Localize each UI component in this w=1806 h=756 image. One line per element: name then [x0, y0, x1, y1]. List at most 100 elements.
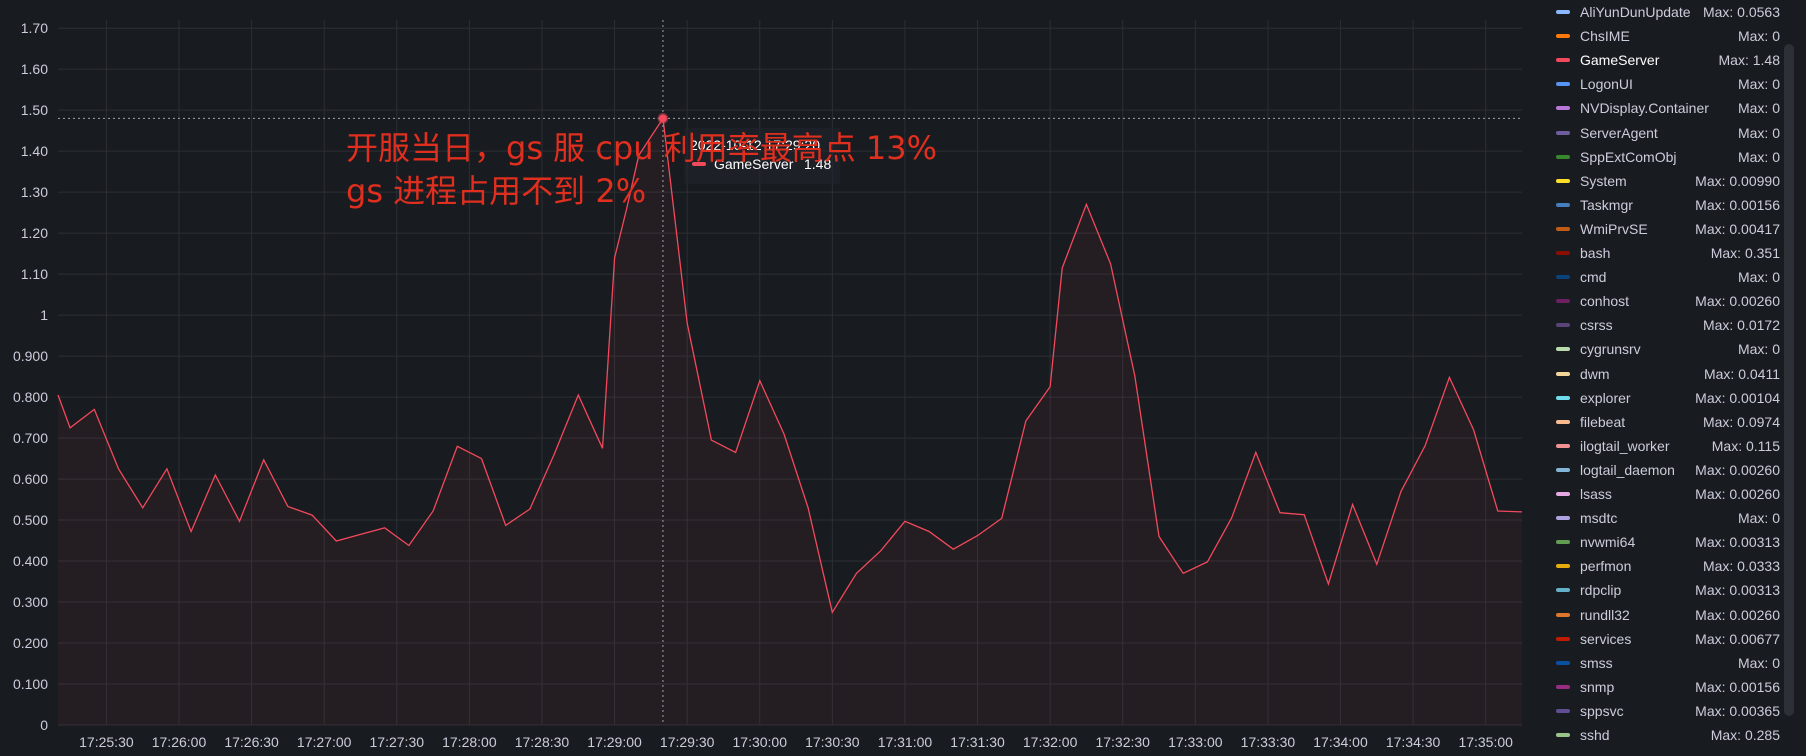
legend-item[interactable]: AliYunDunUpdate Max: 0.0563	[1556, 0, 1780, 24]
legend-series-name: NVDisplay.Container	[1580, 100, 1709, 117]
legend-item[interactable]: filebeat Max: 0.0974	[1556, 410, 1780, 434]
y-tick-label: 1.10	[21, 266, 48, 282]
legend-series-name: msdtc	[1580, 510, 1618, 527]
legend-series-name: smss	[1580, 654, 1613, 671]
legend-item[interactable]: rdpclip Max: 0.00313	[1556, 578, 1780, 602]
legend-item[interactable]: msdtc Max: 0	[1556, 506, 1780, 530]
legend-swatch	[1556, 202, 1570, 207]
grid	[58, 20, 1522, 726]
legend-series-name: services	[1580, 630, 1632, 647]
y-tick-label: 1.30	[21, 184, 48, 200]
legend-item[interactable]: rundll32 Max: 0.00260	[1556, 603, 1780, 627]
x-tick-label: 17:34:30	[1386, 734, 1441, 750]
series-fill	[58, 118, 1522, 725]
legend-swatch	[1556, 708, 1570, 713]
y-tick-label: 0.400	[13, 553, 48, 569]
legend-swatch	[1556, 226, 1570, 231]
legend-series-name: perfmon	[1580, 558, 1632, 575]
x-tick-label: 17:30:30	[805, 734, 860, 750]
series-line	[57, 116, 1523, 614]
tooltip-time: 2022-10-12 17:29:20	[690, 137, 820, 153]
legend-item[interactable]: WmiPrvSE Max: 0.00417	[1556, 217, 1780, 241]
legend-item[interactable]: ChsIME Max: 0	[1556, 24, 1780, 48]
legend-swatch	[1556, 106, 1570, 111]
y-tick-label: 0.800	[13, 389, 48, 405]
legend-series-max: Max: 0	[1737, 341, 1780, 358]
x-tick-label: 17:27:30	[370, 734, 425, 750]
legend-item[interactable]: GameServer Max: 1.48	[1556, 48, 1780, 72]
x-tick-label: 17:29:00	[587, 734, 642, 750]
legend-series-name: logtail_daemon	[1580, 461, 1675, 478]
legend-series-max: Max: 0	[1737, 148, 1780, 165]
legend-swatch	[1556, 612, 1570, 617]
legend-series-name: ilogtail_worker	[1580, 437, 1670, 454]
x-tick-label: 17:28:30	[515, 734, 570, 750]
legend-series-max: Max: 0	[1737, 510, 1780, 527]
legend-item[interactable]: lsass Max: 0.00260	[1556, 482, 1780, 506]
legend-swatch	[1556, 467, 1570, 472]
legend-swatch	[1556, 34, 1570, 39]
x-tick-label: 17:28:00	[442, 734, 497, 750]
time-series-chart[interactable]: 0 0.100 0.200 0.300 0.400 0.500 0.600 0.700 0.80…	[0, 0, 1548, 756]
legend-item[interactable]: SppExtComObj Max: 0	[1556, 145, 1780, 169]
legend-scrollbar[interactable]	[1784, 44, 1794, 716]
legend-series-name: cmd	[1580, 269, 1607, 286]
legend-item[interactable]: cygrunsrv Max: 0	[1556, 337, 1780, 361]
legend-series-name: Taskmgr	[1580, 196, 1633, 213]
legend-series-max: Max: 0.00365	[1695, 702, 1780, 719]
legend-item[interactable]: perfmon Max: 0.0333	[1556, 554, 1780, 578]
tooltip-background	[684, 128, 840, 184]
legend-item[interactable]: services Max: 0.00677	[1556, 627, 1780, 651]
x-tick-label: 17:31:00	[878, 734, 933, 750]
y-tick-label: 1.40	[21, 143, 48, 159]
axes: 0 0.100 0.200 0.300 0.400 0.500 0.600 0.700 0.80…	[13, 20, 1513, 750]
legend-series-max: Max: 0.00104	[1695, 389, 1780, 406]
legend-series-max: Max: 0.0974	[1702, 413, 1780, 430]
legend-swatch	[1556, 395, 1570, 400]
legend-series-name: csrss	[1580, 317, 1613, 334]
legend-item[interactable]: sshd Max: 0.285	[1556, 723, 1780, 747]
legend-item[interactable]: LogonUI Max: 0	[1556, 72, 1780, 96]
legend-series-name: ChsIME	[1580, 28, 1630, 45]
legend-series-max: Max: 0	[1737, 654, 1780, 671]
legend-swatch	[1556, 443, 1570, 448]
legend-item[interactable]: sppsvc Max: 0.00365	[1556, 699, 1780, 723]
legend-item[interactable]: nvwmi64 Max: 0.00313	[1556, 530, 1780, 554]
legend-swatch	[1556, 733, 1570, 737]
legend-swatch	[1556, 347, 1570, 352]
legend-item[interactable]: cmd Max: 0	[1556, 265, 1780, 289]
y-tick-label: 1.50	[21, 102, 48, 118]
legend-series-max: Max: 0.351	[1710, 245, 1780, 261]
legend-item[interactable]: snmp Max: 0.00156	[1556, 675, 1780, 699]
legend-item[interactable]: csrss Max: 0.0172	[1556, 313, 1780, 337]
legend-item[interactable]: ilogtail_worker Max: 0.115	[1556, 434, 1780, 458]
legend-item[interactable]: Taskmgr Max: 0.00156	[1556, 193, 1780, 217]
legend-item[interactable]: explorer Max: 0.00104	[1556, 386, 1780, 410]
legend-item[interactable]: NVDisplay.Container Max: 0	[1556, 96, 1780, 120]
legend-series-max: Max: 0.00313	[1695, 582, 1780, 599]
legend-swatch	[1556, 371, 1570, 376]
legend-series-max: Max: 0.00156	[1695, 196, 1780, 213]
legend-series-max: Max: 1.48	[1718, 52, 1780, 69]
legend-swatch	[1556, 130, 1570, 135]
legend-item[interactable]: dwm Max: 0.0411	[1556, 362, 1780, 386]
legend-item[interactable]: bash Max: 0.351	[1556, 241, 1780, 265]
legend-series-name: sppsvc	[1580, 702, 1624, 719]
legend-item[interactable]: System Max: 0.00990	[1556, 169, 1780, 193]
legend-swatch	[1556, 58, 1570, 63]
x-tick-label: 17:33:30	[1241, 734, 1296, 750]
legend-swatch	[1556, 251, 1570, 255]
annotation: 开服当日，gs 服 cpu 利用率最高点 13% gs 进程占用不到 2%	[346, 129, 937, 210]
legend-series-name: LogonUI	[1580, 76, 1633, 93]
x-tick-label: 17:34:00	[1313, 734, 1368, 750]
y-tick-label: 0	[40, 717, 48, 733]
legend-series-max: Max: 0.115	[1711, 437, 1780, 454]
legend-item[interactable]: conhost Max: 0.00260	[1556, 289, 1780, 313]
legend-item[interactable]: logtail_daemon Max: 0.00260	[1556, 458, 1780, 482]
legend-item[interactable]: smss Max: 0	[1556, 651, 1780, 675]
legend-series-max: Max: 0	[1737, 28, 1780, 45]
legend-series-max: Max: 0	[1737, 269, 1780, 286]
legend-item[interactable]: ServerAgent Max: 0	[1556, 121, 1780, 145]
y-tick-label: 1.70	[21, 20, 48, 36]
y-tick-label: 0.200	[13, 635, 48, 651]
